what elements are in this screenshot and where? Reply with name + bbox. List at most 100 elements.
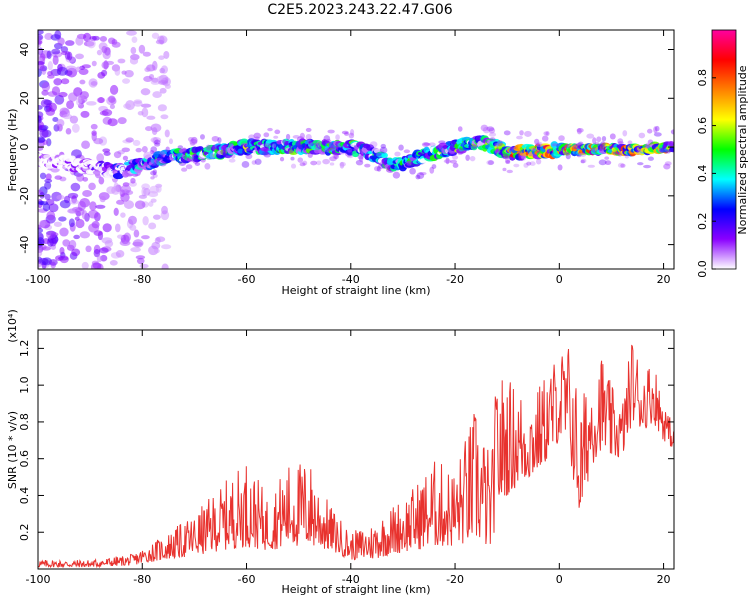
spectrogram-cell: [160, 154, 165, 159]
spectrogram-cell: [168, 138, 174, 145]
spectrogram-cell: [126, 30, 137, 36]
spectrogram-cell: [123, 200, 135, 209]
x-tick-label: -100: [26, 273, 51, 286]
spectrogram-cell: [513, 163, 520, 168]
y-tick-label: 0.6: [18, 450, 31, 468]
spectrogram-cell: [54, 175, 63, 180]
spectrogram-cell: [349, 128, 355, 136]
spectrogram-cell: [120, 212, 126, 218]
spectrogram-cell: [85, 245, 92, 253]
spectrogram-cell: [374, 152, 382, 157]
top-y-axis-label: Frequency (Hz): [6, 109, 19, 192]
spectrogram-cell: [421, 142, 430, 147]
spectrogram-cell: [580, 158, 587, 164]
spectrogram-cell: [62, 113, 73, 120]
spectrogram-cell: [376, 165, 382, 172]
spectrogram-cell: [244, 148, 251, 152]
spectrogram-cell: [38, 34, 44, 41]
spectrogram-cell: [604, 156, 610, 160]
spectrogram-cell: [158, 55, 165, 60]
spectrogram-cell: [141, 235, 150, 240]
spectrogram-cell: [158, 80, 169, 86]
spectrogram-cell: [355, 159, 364, 166]
spectrogram-cell: [133, 100, 143, 107]
colorbar-tick-label: 0.2: [696, 212, 709, 230]
spectrogram-cell: [594, 142, 600, 146]
spectrogram-cell: [91, 60, 97, 67]
spectrogram-cell: [141, 107, 149, 118]
spectrogram-cell: [341, 130, 349, 135]
spectrogram-cell: [438, 140, 446, 144]
spectrogram-cell: [38, 40, 43, 45]
spectrogram-cell: [261, 151, 270, 156]
spectrogram-cell: [364, 163, 371, 168]
spectrogram-cell: [91, 35, 100, 41]
spectrogram-cell: [445, 157, 450, 165]
spectrogram-cell: [38, 61, 45, 66]
spectrogram-cell: [187, 137, 194, 142]
spectrogram-cell: [496, 140, 503, 147]
spectrogram-cell: [450, 159, 458, 164]
spectrogram-cell: [96, 153, 105, 163]
spectrogram-cell: [40, 98, 52, 108]
spectrogram-cell: [327, 129, 335, 134]
spectrogram-cell: [335, 143, 342, 149]
spectrogram-cell: [565, 152, 571, 160]
spectrogram-cell: [263, 132, 270, 138]
spectrogram-cell: [135, 255, 146, 260]
spectrogram-cell: [47, 71, 53, 77]
spectrogram-cell: [348, 132, 355, 139]
spectrogram-cell: [132, 139, 141, 147]
colorbar-label: Normalized spectral amplitude: [736, 65, 749, 234]
spectrogram-cell: [65, 65, 77, 71]
spectrogram-cell: [102, 223, 112, 233]
spectrogram-cell: [90, 123, 98, 130]
spectrogram-cell: [658, 147, 664, 154]
spectrogram-cell: [57, 63, 63, 72]
spectrogram-cell: [108, 95, 116, 103]
spectrogram-cell: [339, 162, 345, 169]
spectrogram-cell: [339, 161, 346, 167]
spectrogram-cell: [296, 136, 305, 143]
spectrogram-cell: [572, 143, 580, 150]
spectrogram-cell: [535, 142, 541, 148]
spectrogram-cell: [392, 171, 401, 179]
spectrogram-cell: [663, 163, 671, 170]
spectrogram-cell: [381, 152, 388, 159]
spectrogram-cell: [481, 139, 488, 144]
spectrogram-cell: [329, 162, 335, 166]
spectrogram-panel: -100 -80 -60 -40 -20 0 20 -40 -20 0 20 40 Height o…: [6, 29, 675, 297]
spectrogram-cell: [380, 143, 386, 149]
y-tick-label: -20: [18, 187, 31, 205]
spectrogram-cell: [509, 146, 517, 150]
spectrogram-cell: [323, 135, 331, 142]
spectrogram-cell: [62, 239, 71, 247]
spectrogram-cell: [115, 249, 125, 258]
spectrogram-cell: [220, 146, 227, 152]
spectrogram-cell: [132, 239, 144, 248]
spectrogram-cell: [344, 149, 353, 157]
spectrogram-cell: [122, 155, 129, 161]
spectrogram-cell: [97, 263, 104, 269]
spectrogram-cell: [86, 101, 97, 106]
spectrogram-cell: [152, 169, 158, 175]
spectrogram-cell: [322, 158, 330, 165]
spectrogram-cell: [465, 154, 470, 161]
spectrogram-cell: [638, 132, 646, 139]
spectrogram-cell: [46, 210, 56, 221]
spectrogram-cell: [101, 61, 110, 69]
spectrogram-cell: [344, 132, 350, 136]
spectrogram-cell: [68, 208, 76, 214]
spectrogram-cell: [189, 141, 196, 147]
spectrogram-cell: [96, 255, 103, 263]
spectrogram-cell: [518, 150, 523, 155]
spectrogram-cell: [117, 58, 126, 64]
spectrogram-cell: [503, 130, 511, 136]
spectrogram-cell: [155, 160, 160, 168]
spectrogram-cell: [329, 141, 334, 149]
spectrogram-cell: [536, 141, 543, 148]
spectrogram-cell: [653, 132, 662, 137]
spectrogram-cell: [521, 155, 526, 160]
spectrogram-cell: [38, 115, 42, 124]
x-tick-label: 0: [556, 273, 563, 286]
